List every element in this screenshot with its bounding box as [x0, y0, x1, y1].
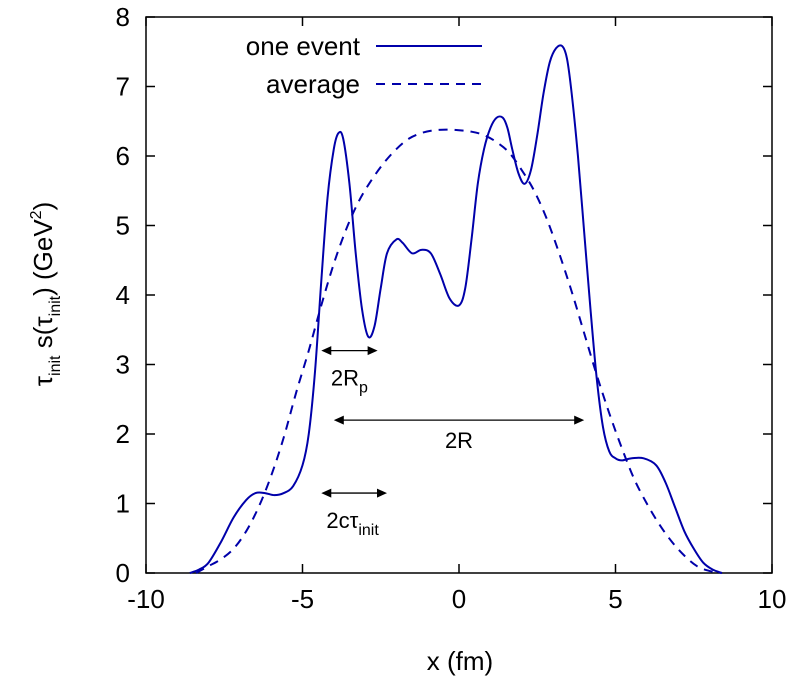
x-tick-label: -5	[291, 584, 314, 614]
y-tick-label: 4	[116, 280, 130, 310]
y-axis-label-unit: ) (GeV	[28, 219, 58, 296]
y-tick-label: 8	[116, 2, 130, 32]
arrow-head	[367, 346, 378, 356]
y-axis-label: τinit s(τinit) (GeV2)	[28, 202, 64, 387]
legend: one event average	[246, 31, 482, 99]
arrow-head	[321, 488, 332, 498]
x-ticks: -10 -5 0 5 10	[127, 17, 786, 614]
y-axis-label-sup: 2	[28, 210, 45, 219]
y-axis-label-s-open: s(τ	[28, 316, 58, 356]
y-tick-label: 5	[116, 211, 130, 241]
series-line-average	[195, 128, 723, 574]
x-tick-label: -10	[127, 584, 165, 614]
arrow-head	[321, 346, 332, 356]
annotations: 2Rp 2R 2cτinit	[321, 346, 585, 539]
plot-area-border	[145, 16, 773, 574]
legend-label-average: average	[266, 69, 360, 99]
y-axis-label-close: )	[28, 202, 58, 211]
x-tick-label: 10	[758, 584, 787, 614]
y-axis-label-sub2: init	[47, 295, 64, 316]
annotation-label-2Rp: 2Rp	[331, 365, 368, 396]
y-tick-label: 1	[116, 489, 130, 519]
y-tick-label: 3	[116, 350, 130, 380]
arrow-head	[377, 488, 388, 498]
y-axis-label-tau: τ	[28, 375, 58, 386]
x-tick-label: 0	[452, 584, 466, 614]
arrow-head	[333, 415, 344, 425]
series-layer	[189, 44, 723, 574]
y-tick-label: 6	[116, 141, 130, 171]
series-line-one-event	[189, 44, 723, 574]
y-tick-label: 0	[116, 558, 130, 588]
annotation-label-2ctau: 2cτinit	[326, 508, 379, 539]
y-axis-label-sub1: init	[47, 355, 64, 376]
x-axis-label: x (fm)	[427, 646, 493, 676]
plot-frame	[145, 16, 773, 574]
legend-label-one-event: one event	[246, 31, 361, 61]
y-tick-label: 7	[116, 72, 130, 102]
x-tick-label: 5	[608, 584, 622, 614]
y-tick-label: 2	[116, 419, 130, 449]
annotation-label-2R: 2R	[445, 428, 473, 453]
arrow-head	[574, 415, 585, 425]
y-ticks: 0 1 2 3 4 5 6 7 8	[116, 2, 772, 588]
